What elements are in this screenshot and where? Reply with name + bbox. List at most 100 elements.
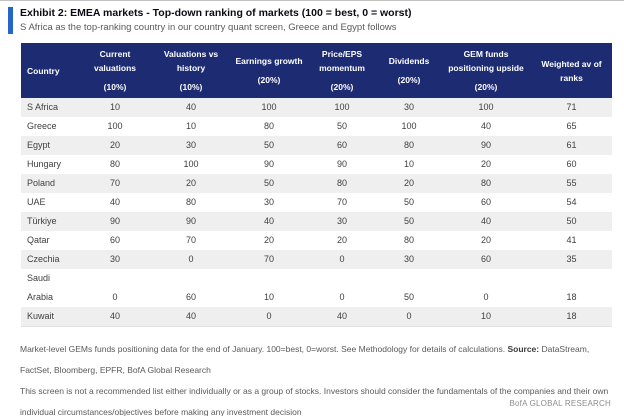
ranking-table: Country Current valuations (10%) Valuations… <box>21 43 612 327</box>
cell-value: 40 <box>109 197 120 207</box>
cell-value: 40 <box>263 216 274 226</box>
cell-value: 0 <box>266 311 272 321</box>
cell-country: Hungary <box>27 159 62 169</box>
cell-value: 70 <box>109 178 120 188</box>
cell-value: 90 <box>263 159 274 169</box>
column-header-gem-funds-positioning-upside: GEM funds positioning upside (20%) <box>441 43 531 98</box>
cell-value: 40 <box>336 311 347 321</box>
cell-value: 0 <box>112 292 118 302</box>
table-row-kuwait: Kuwait 40 40 0 40 0 10 18 <box>21 307 612 327</box>
cell-value: 0 <box>188 254 194 264</box>
cell-value: 100 <box>478 102 494 112</box>
cell-value: 20 <box>480 159 491 169</box>
cell-value: 20 <box>480 235 491 245</box>
column-header-dividends: Dividends (20%) <box>377 43 441 98</box>
cell-value: 100 <box>107 121 123 131</box>
cell-value <box>377 269 441 288</box>
cell-value: 54 <box>566 197 577 207</box>
table-row-greece: Greece 100 10 80 50 100 40 65 <box>21 117 612 136</box>
source-list: DataStream, FactSet, Bloomberg, EPFR, Bo… <box>20 344 590 375</box>
cell-value: 60 <box>480 254 491 264</box>
cell-country: Poland <box>27 178 56 188</box>
cell-value: 30 <box>185 140 196 150</box>
cell-value: 20 <box>263 235 274 245</box>
cell-country: Kuwait <box>27 311 55 321</box>
table-row-t-rkiye: Türkiye 90 90 40 30 50 40 50 <box>21 212 612 231</box>
cell-value: 30 <box>336 216 347 226</box>
cell-value: 60 <box>480 197 491 207</box>
cell-value: 90 <box>336 159 347 169</box>
cell-value: 100 <box>334 102 350 112</box>
cell-country: Egypt <box>27 140 51 150</box>
cell-value: 30 <box>109 254 120 264</box>
ranking-table-wrap: Country Current valuations (10%) Valuations… <box>21 43 612 327</box>
cell-country: Saudi <box>27 273 51 283</box>
cell-value: 60 <box>185 292 196 302</box>
cell-value: 10 <box>185 121 196 131</box>
cell-value: 61 <box>566 140 577 150</box>
cell-value: 80 <box>403 140 414 150</box>
column-header-weighted-av-of-ranks: Weighted av of ranks <box>531 43 612 98</box>
cell-value: 80 <box>185 197 196 207</box>
table-body: S Africa 10 40 100 100 30 100 71 Greece 100 10 80 50… <box>21 98 612 327</box>
cell-value: 40 <box>185 102 196 112</box>
table-row-czechia: Czechia 30 0 70 0 30 60 35 <box>21 250 612 269</box>
cell-country: Türkiye <box>27 216 57 226</box>
cell-value: 70 <box>185 235 196 245</box>
cell-value: 100 <box>261 102 277 112</box>
exhibit-title-block: Exhibit 2: EMEA markets - Top-down ranki… <box>8 7 412 34</box>
cell-value: 30 <box>403 254 414 264</box>
cell-value: 0 <box>339 292 345 302</box>
footnote-text: Market-level GEMs funds positioning data… <box>20 344 508 354</box>
cell-value: 80 <box>109 159 120 169</box>
cell-value: 60 <box>566 159 577 169</box>
cell-value: 18 <box>566 292 577 302</box>
cell-country: UAE <box>27 197 46 207</box>
cell-value: 80 <box>403 235 414 245</box>
cell-value: 40 <box>480 216 491 226</box>
table-row-qatar: Qatar 60 70 20 20 80 20 41 <box>21 231 612 250</box>
cell-value: 0 <box>483 292 489 302</box>
exhibit-subtitle: S Africa as the top-ranking country in o… <box>20 22 397 33</box>
brand-footer: BofA GLOBAL RESEARCH <box>509 399 611 408</box>
column-header-valuations-vs-history: Valuations vs history (10%) <box>151 43 231 98</box>
cell-value: 100 <box>401 121 417 131</box>
cell-value: 40 <box>109 311 120 321</box>
cell-country: Czechia <box>27 254 60 264</box>
cell-value <box>151 269 231 288</box>
cell-value: 90 <box>109 216 120 226</box>
column-header-price-eps-momentum: Price/EPS momentum (20%) <box>307 43 377 98</box>
cell-value: 80 <box>263 121 274 131</box>
cell-value <box>531 269 612 288</box>
cell-value: 0 <box>406 311 412 321</box>
cell-value: 100 <box>183 159 199 169</box>
cell-value: 10 <box>403 159 414 169</box>
source-label: Source: <box>507 344 540 354</box>
cell-value: 90 <box>185 216 196 226</box>
cell-value: 70 <box>336 197 347 207</box>
column-header-earnings-growth: Earnings growth (20%) <box>231 43 307 98</box>
cell-value: 90 <box>480 140 491 150</box>
cell-value <box>231 269 307 288</box>
cell-value: 65 <box>566 121 577 131</box>
table-row-s-africa: S Africa 10 40 100 100 30 100 71 <box>21 98 612 117</box>
cell-country: S Africa <box>27 102 59 112</box>
cell-value: 50 <box>263 178 274 188</box>
table-row-poland: Poland 70 20 50 80 20 80 55 <box>21 174 612 193</box>
exhibit-title: Exhibit 2: EMEA markets - Top-down ranki… <box>20 7 412 19</box>
cell-value <box>441 269 531 288</box>
cell-country: Qatar <box>27 235 50 245</box>
cell-country: Arabia <box>27 292 54 302</box>
cell-value: 71 <box>566 102 577 112</box>
footnote-source-line: Market-level GEMs funds positioning data… <box>20 339 612 381</box>
footnotes: Market-level GEMs funds positioning data… <box>20 339 612 416</box>
cell-value: 60 <box>336 140 347 150</box>
column-header-country: Country <box>21 43 79 98</box>
cell-value: 50 <box>403 292 414 302</box>
table-row-arabia: Arabia 0 60 10 0 50 0 18 <box>21 288 612 307</box>
cell-value: 30 <box>403 102 414 112</box>
cell-value: 55 <box>566 178 577 188</box>
cell-value: 60 <box>109 235 120 245</box>
table-row-saudi: Saudi <box>21 269 612 288</box>
